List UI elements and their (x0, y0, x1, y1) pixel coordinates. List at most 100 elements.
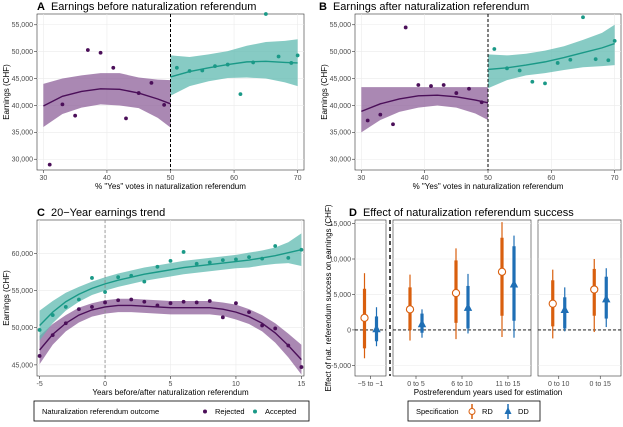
legend-rd-marker (468, 408, 476, 415)
panel-b-accepted-point (581, 15, 585, 20)
panel-b-accepted-point (517, 68, 522, 73)
panel-a-accepted-point (289, 61, 294, 65)
panel-c-rejected-point (63, 321, 68, 326)
panel-c-accepted-point (50, 313, 55, 317)
panel-a-title: A Earnings before naturalization referend… (37, 1, 256, 13)
legend-specification: Specification RD DD (407, 400, 541, 422)
panel-b-xtick-label: 30 (357, 175, 365, 182)
panel-c-rejected-point (50, 333, 55, 338)
panel-c-title: C 20−Year earnings trend (37, 207, 165, 219)
panel-a-xtick-label: 50 (167, 175, 175, 182)
panel-a-ytick-label: 50,000 (12, 49, 34, 56)
panel-b-rejected-point (454, 91, 459, 95)
panel-b-rejected-fit-line (361, 94, 489, 113)
legend-rejected-marker (203, 409, 207, 414)
panel-d-rd-estimate (360, 313, 369, 323)
panel-c-rejected-point (90, 305, 94, 309)
panel-c-xtick-label: 5 (169, 381, 173, 388)
panel-a-rejected-fit-line (43, 88, 171, 107)
panel-c-accepted-point (129, 273, 134, 278)
panel-d-dd-estimate (560, 305, 569, 314)
panel-b-ytick-label: 40,000 (330, 103, 352, 110)
panel-d-ytick-label: -5,000 (331, 363, 351, 370)
panel-d-rd-estimate (451, 288, 461, 298)
panel-b-xtick-label: 50 (484, 175, 492, 182)
panel-a-ytick-label: 30,000 (12, 157, 34, 164)
panel-c-ylabel: Earnings (CHF) (2, 270, 11, 326)
panel-c-xtick-label: 10 (232, 381, 240, 388)
panel-c-accepted-point (181, 250, 186, 254)
panel-b-xtick-label: 70 (611, 175, 619, 182)
panel-b-accepted-fit-line (487, 42, 615, 71)
panel-c-rejected-point (76, 307, 81, 312)
legend-specification-title: Specification (416, 407, 459, 416)
panel-c-accepted-point (37, 328, 42, 332)
panel-d-dd-estimate (372, 324, 381, 333)
panel-c-accepted-point (260, 256, 265, 261)
panel-a-chart: 30,000 35,000 40,000 45,000 50,000 55,000 30 40… (2, 12, 305, 191)
panel-d-ytick-label: 15,000 (330, 221, 352, 228)
legend-rd-label: RD (482, 407, 493, 416)
panel-c-accepted-point (194, 261, 199, 266)
panel-c-ytick-label: 55,000 (12, 288, 34, 295)
panel-b-ylabel: Earnings (CHF) (320, 64, 329, 120)
panel-a-accepted-ci-band (170, 39, 298, 96)
panel-b-rejected-point (416, 83, 421, 87)
panel-b-accepted-point (530, 79, 535, 84)
panel-c-accepted-point (273, 244, 278, 248)
panel-c-rejected-point (155, 303, 160, 308)
panel-d-ytick-label: 5,000 (333, 292, 351, 299)
panel-b-rejected-ci-band (361, 87, 488, 133)
legend-outcome: Naturalization referendum outcome Reject… (33, 400, 310, 422)
panel-b-accepted-point (543, 81, 547, 86)
legend-outcome-title: Naturalization referendum outcome (42, 407, 159, 416)
legend-dd-label: DD (518, 407, 529, 416)
panel-b-accepted-point (492, 47, 497, 51)
panel-c-rejected-point (103, 300, 107, 305)
panel-c-accepted-point (155, 264, 160, 269)
panel-c-accepted-fit-line (39, 249, 302, 326)
panel-c-rejected-point (207, 299, 212, 303)
panel-d-xtick-label: 0 to 10 (548, 381, 570, 388)
panel-c-ytick-label: 50,000 (12, 325, 34, 332)
panel-c-accepted-point (142, 279, 147, 284)
panel-b-xlabel: % "Yes" votes in naturalization referend… (413, 182, 564, 191)
panel-c-xlabel: Years before/after naturalization refere… (92, 388, 249, 397)
panel-b-ytick-label: 35,000 (330, 130, 352, 137)
panel-c-accepted-point (90, 276, 94, 280)
panel-d-facet-area (354, 219, 387, 377)
legend-accepted-marker (253, 409, 257, 414)
panel-a-xtick-label: 40 (103, 175, 111, 182)
panel-b-rejected-point (378, 112, 383, 117)
panel-c-accepted-point (220, 258, 225, 263)
panel-a-accepted-fit-line (170, 60, 298, 78)
panel-d-facet-area (537, 219, 622, 377)
panel-c-rejected-point (234, 301, 238, 306)
panel-c-rejected-point (220, 315, 225, 320)
panel-a-xtick-label: 60 (230, 175, 238, 182)
panel-b-rejected-point (479, 100, 484, 105)
panel-d-xtick-label: 6 to 10 (451, 381, 473, 388)
panel-a-xtick-label: 70 (294, 175, 302, 182)
panel-a-accepted-point (276, 54, 281, 59)
panel-c-chart: 45,000 50,000 55,000 60,000 -5 0 5 10 15 Years be… (2, 219, 305, 397)
panel-c-rejected-point (116, 298, 121, 303)
panel-c-rejected-point (247, 310, 251, 315)
panel-a-accepted-point (263, 12, 268, 16)
panel-a-rejected-point (124, 116, 128, 121)
panel-c-rejected-point (273, 326, 278, 331)
panel-c-accepted-point (299, 247, 304, 252)
panel-c-accepted-point (207, 260, 212, 265)
panel-b-xtick-label: 60 (547, 175, 555, 182)
panel-c-rejected-point (168, 301, 173, 306)
panel-c-rejected-point (260, 323, 265, 328)
panel-c-rejected-point (299, 365, 304, 369)
panel-d-dd-estimate (463, 302, 473, 311)
panel-b-accepted-point (555, 61, 560, 65)
panel-a-ytick-label: 35,000 (12, 130, 34, 137)
panel-b-rejected-point (403, 25, 408, 30)
panel-c-xtick-label: 0 (103, 381, 107, 388)
panel-a-xtick-label: 30 (39, 175, 47, 182)
panel-c-rejected-point (194, 300, 199, 305)
panel-c-rejected-point (37, 354, 42, 358)
